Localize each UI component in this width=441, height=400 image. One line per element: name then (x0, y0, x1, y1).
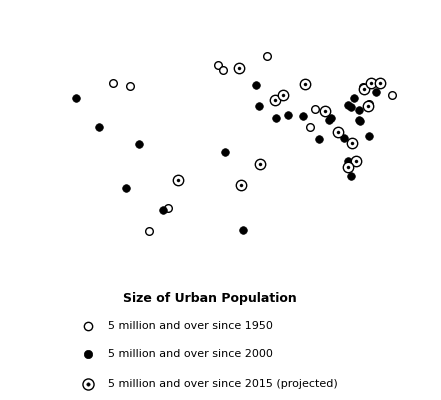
Text: 5 million and over since 1950: 5 million and over since 1950 (108, 321, 273, 330)
Text: 5 million and over since 2000: 5 million and over since 2000 (108, 350, 273, 359)
Text: 5 million and over since 2015 (projected): 5 million and over since 2015 (projected… (108, 379, 338, 390)
Text: Size of Urban Population: Size of Urban Population (123, 292, 297, 305)
